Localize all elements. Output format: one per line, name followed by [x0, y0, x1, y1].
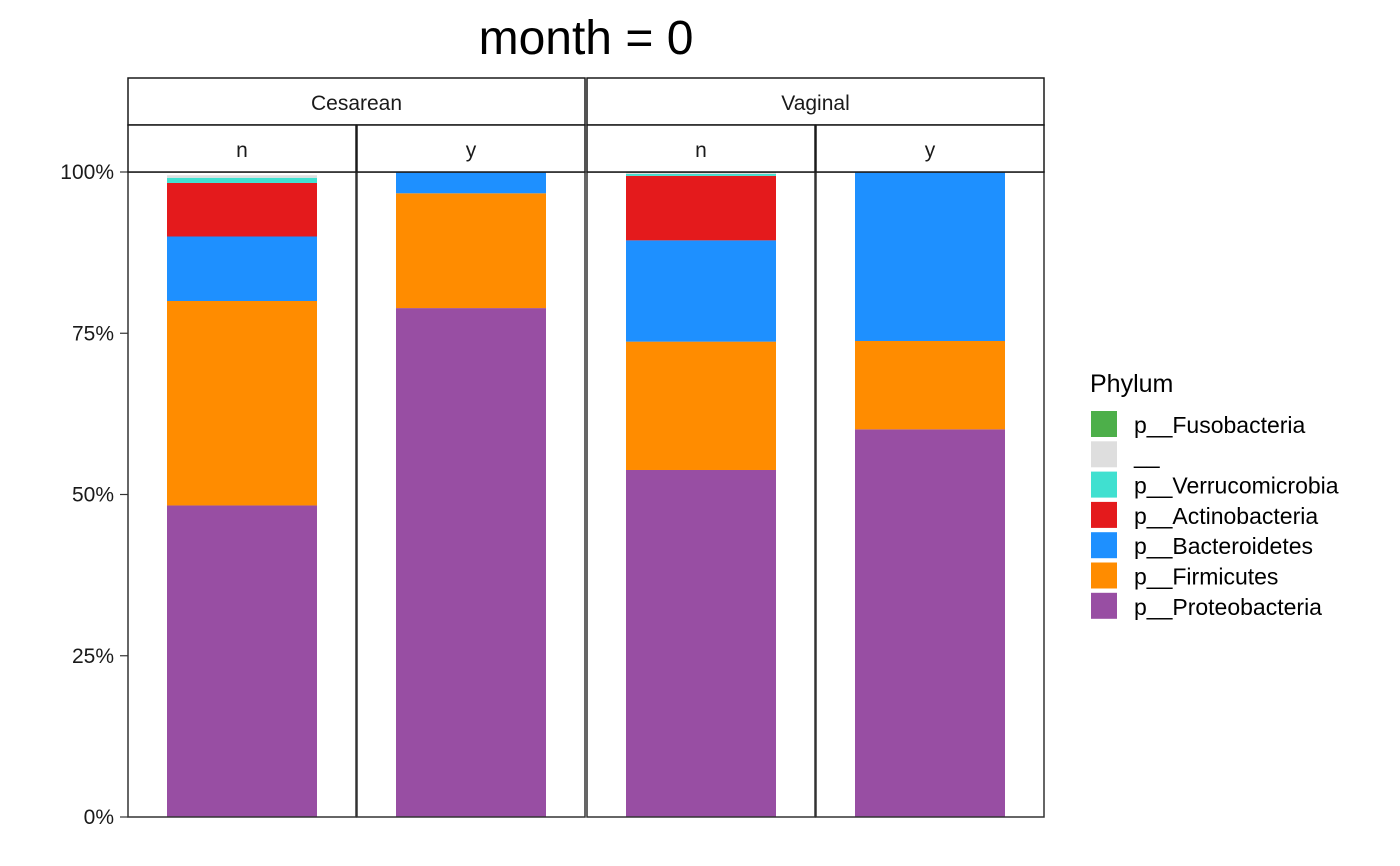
legend-swatch: [1091, 411, 1117, 437]
facet-strip-group: [127, 77, 586, 126]
legend-swatch: [1091, 532, 1117, 559]
facet-strip-subgroup: [815, 124, 1045, 173]
bar-segment: [167, 177, 317, 183]
y-tick-label: 75%: [72, 322, 114, 345]
bar-segment: [396, 308, 546, 817]
legend-entry-label: p__Actinobacteria: [1134, 503, 1318, 529]
legend-entry-label: p__Proteobacteria: [1134, 594, 1322, 620]
legend-swatch: [1091, 471, 1117, 498]
bar-segment: [626, 469, 776, 817]
legend-swatch: [1091, 441, 1117, 468]
facet-strip-subgroup: [127, 124, 357, 173]
legend-entry-label: p__Fusobacteria: [1134, 412, 1306, 438]
bar-segment: [167, 301, 317, 506]
facet-strip-subgroup: [586, 124, 816, 173]
chart-title: month = 0: [479, 12, 694, 65]
legend-swatch: [1091, 592, 1117, 619]
bar-segment: [167, 175, 317, 178]
facet-strip-group: [586, 77, 1045, 126]
legend-entry-label: p__Verrucomicrobia: [1134, 473, 1339, 499]
panel-cesarean-n: [127, 171, 357, 818]
panel-vaginal-n: [586, 171, 816, 818]
facet-strip-subgroup: [356, 124, 586, 173]
bar-segment: [626, 175, 776, 241]
legend-swatch: [1091, 501, 1117, 528]
bar-segment: [167, 182, 317, 237]
bar-segment: [396, 172, 546, 194]
bar-segment: [626, 240, 776, 342]
bar-segment: [626, 172, 776, 174]
legend-entry-label: p__Firmicutes: [1134, 564, 1278, 590]
facet-strip-subgroup-label: y: [925, 139, 936, 162]
facet-panels: [127, 171, 1045, 818]
legend-entry-label: p__Bacteroidetes: [1134, 533, 1313, 559]
y-tick-label: 50%: [72, 484, 114, 507]
legend: p__Fusobacteria __ p__Verrucomicrobia p__Ac…: [1091, 411, 1339, 620]
panel-vaginal-y: [815, 171, 1045, 818]
y-tick-label: 25%: [72, 645, 114, 668]
bar-segment: [855, 429, 1005, 817]
bar-segment: [626, 173, 776, 176]
facet-strip-group-label: Cesarean: [311, 92, 402, 115]
bar-segment: [167, 505, 317, 817]
y-tick-label: 100%: [60, 161, 114, 184]
bar-segment: [855, 172, 1005, 341]
legend-entry-label: __: [1133, 442, 1161, 468]
facet-strip-group-label: Vaginal: [781, 92, 850, 115]
bar-segment: [855, 340, 1005, 430]
bar-segment: [626, 341, 776, 470]
legend-swatch: [1091, 562, 1117, 589]
facet-strip-subgroup-label: n: [695, 139, 707, 162]
panel-cesarean-y: [356, 171, 586, 818]
y-axis: 0% 25% 50% 75% 100%: [60, 161, 128, 829]
facet-strip-subgroup-label: y: [466, 139, 477, 162]
legend-title: Phylum: [1090, 370, 1173, 398]
facet-strip-subgroup-label: n: [236, 139, 248, 162]
bar-segment: [167, 236, 317, 301]
facet-strips: Cesarean Vaginal n y n y: [127, 77, 1045, 173]
y-tick-label: 0%: [84, 806, 114, 829]
bar-segment: [396, 193, 546, 309]
